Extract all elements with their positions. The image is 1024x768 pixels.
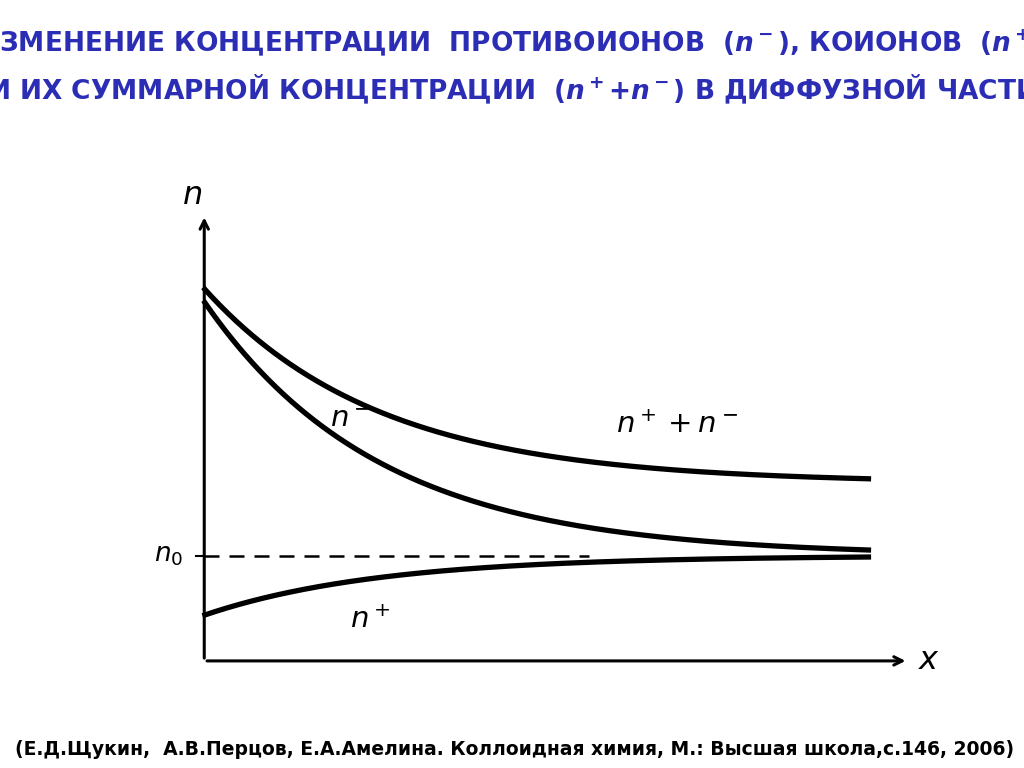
Text: $n^+ + n^-$: $n^+ + n^-$ bbox=[616, 412, 738, 439]
Text: $x$: $x$ bbox=[919, 645, 940, 677]
Text: $n_0$: $n_0$ bbox=[154, 543, 183, 568]
Text: $n^+$: $n^+$ bbox=[350, 606, 390, 634]
Text: $n^-$: $n^-$ bbox=[330, 405, 371, 432]
Text: ИЗМЕНЕНИЕ КОНЦЕНТРАЦИИ  ПРОТИВОИОНОВ  ($\bfit{n}^-$), КОИОНОВ  ($\bfit{n}^+$): ИЗМЕНЕНИЕ КОНЦЕНТРАЦИИ ПРОТИВОИОНОВ ($\b… bbox=[0, 27, 1024, 58]
Text: И ИХ СУММАРНОЙ КОНЦЕНТРАЦИИ  ($\bfit{n}^+$+$\bfit{n}^-$) В ДИФФУЗНОЙ ЧАСТИ: И ИХ СУММАРНОЙ КОНЦЕНТРАЦИИ ($\bfit{n}^+… bbox=[0, 73, 1024, 106]
Text: (Е.Д.Щукин,  А.В.Перцов, Е.А.Амелина. Коллоидная химия, М.: Высшая школа,с.146, : (Е.Д.Щукин, А.В.Перцов, Е.А.Амелина. Кол… bbox=[15, 740, 1015, 759]
Text: $n$: $n$ bbox=[182, 180, 203, 211]
